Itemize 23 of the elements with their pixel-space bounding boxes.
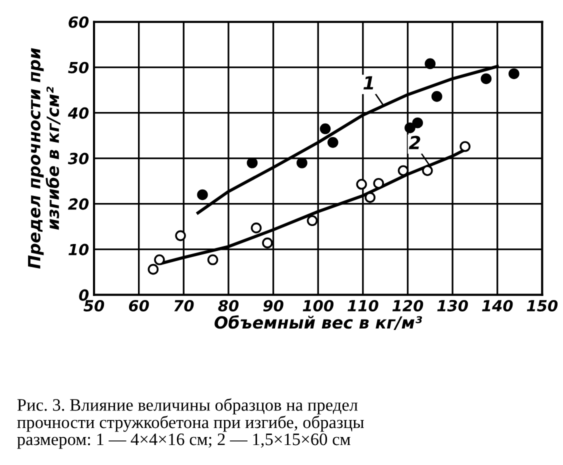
y-axis-title: Предел прочности при изгибе в кг/см² xyxy=(28,48,60,269)
x-tick-label: 110 xyxy=(348,300,378,312)
x-tick-label: 140 xyxy=(482,300,513,312)
x-axis-title: Объемный вес в кг/м³ xyxy=(214,315,422,330)
y-tick-label: 40 xyxy=(68,107,89,119)
x-tick-label: 70 xyxy=(174,300,194,312)
y-tick-label: 30 xyxy=(68,152,89,164)
y-tick-label: 0 xyxy=(79,289,89,301)
x-tick-label: 130 xyxy=(437,300,468,312)
text: Рис. 3. Влияние величины образцов на предел прочности стружкобетона при изгибе, образцы размером: 1 — 4×4×16 см; 2 — 1,5×15×60 см xyxy=(17,398,364,449)
y-tick-label: 10 xyxy=(68,244,89,256)
x-tick-label: 90 xyxy=(263,300,284,312)
x-tick-label: 50 xyxy=(84,300,104,312)
series-label: 2 xyxy=(408,136,420,150)
x-tick-label: 80 xyxy=(218,300,239,312)
y-tick-label: 60 xyxy=(68,16,89,28)
x-tick-label: 120 xyxy=(392,300,424,312)
x-tick-label: 150 xyxy=(526,300,558,312)
y-tick-label: 20 xyxy=(68,198,89,210)
x-tick-label: 100 xyxy=(302,300,334,312)
series-label: 1 xyxy=(363,76,374,90)
x-tick-label: 60 xyxy=(128,300,149,312)
y-tick-label: 50 xyxy=(68,62,89,74)
